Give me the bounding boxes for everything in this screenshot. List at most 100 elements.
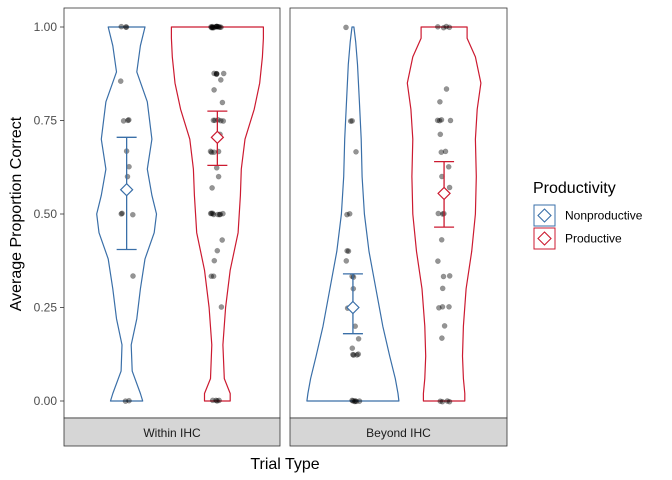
data-point bbox=[216, 211, 223, 218]
data-point bbox=[211, 70, 217, 77]
data-point bbox=[353, 148, 359, 155]
y-tick-label: 0.50 bbox=[34, 207, 58, 221]
violin-group bbox=[406, 23, 482, 405]
data-point bbox=[126, 397, 132, 404]
data-point bbox=[434, 117, 441, 124]
legend: Productivity Nonproductive Productive bbox=[533, 180, 643, 250]
data-point bbox=[354, 352, 360, 358]
data-point bbox=[349, 345, 356, 352]
data-point bbox=[446, 398, 453, 405]
data-point bbox=[118, 23, 125, 30]
data-point bbox=[355, 351, 362, 357]
data-point bbox=[349, 118, 356, 124]
panel-strip bbox=[289, 417, 508, 447]
data-point bbox=[435, 210, 442, 217]
data-point bbox=[220, 118, 227, 124]
data-point bbox=[129, 211, 136, 218]
data-point bbox=[124, 173, 131, 180]
data-point bbox=[214, 398, 220, 404]
data-point bbox=[446, 24, 453, 31]
data-point bbox=[345, 248, 352, 254]
data-point bbox=[356, 398, 363, 404]
legend-title: Productivity bbox=[533, 180, 616, 197]
data-point bbox=[213, 397, 219, 404]
data-point bbox=[436, 304, 442, 311]
data-point bbox=[215, 24, 222, 30]
x-axis-title: Trial Type bbox=[250, 456, 319, 473]
data-point bbox=[343, 24, 349, 31]
data-point bbox=[208, 149, 215, 156]
data-point bbox=[441, 323, 448, 329]
panel-strip-label: Beyond IHC bbox=[366, 426, 431, 440]
panel-2: Beyond IHC bbox=[289, 7, 508, 447]
data-point bbox=[218, 24, 224, 31]
data-point bbox=[438, 117, 445, 123]
panel-1: Within IHC bbox=[63, 7, 281, 447]
data-point bbox=[434, 23, 441, 30]
y-axis: 0.00 0.25 0.50 0.75 1.00 bbox=[34, 20, 64, 408]
violin-outline bbox=[170, 26, 264, 402]
data-point bbox=[220, 210, 226, 217]
data-point bbox=[439, 335, 445, 341]
data-point bbox=[211, 149, 217, 155]
legend-diamond-icon bbox=[537, 231, 552, 246]
violin-outline bbox=[306, 26, 400, 402]
data-point bbox=[349, 397, 355, 404]
data-point bbox=[213, 23, 220, 30]
data-point bbox=[209, 185, 215, 191]
data-point bbox=[210, 211, 217, 218]
data-point bbox=[122, 398, 129, 404]
data-point bbox=[214, 23, 220, 30]
legend-diamond-icon bbox=[537, 208, 552, 223]
data-point bbox=[350, 352, 357, 358]
data-point bbox=[210, 117, 217, 124]
data-point bbox=[208, 273, 215, 280]
data-point bbox=[351, 398, 358, 405]
data-point bbox=[209, 210, 216, 217]
data-point bbox=[447, 117, 454, 124]
data-point bbox=[438, 149, 445, 155]
data-point bbox=[436, 117, 443, 124]
data-point bbox=[437, 398, 444, 405]
panel-border bbox=[63, 7, 281, 419]
violin-outline bbox=[406, 26, 482, 402]
data-point bbox=[446, 184, 453, 191]
data-point bbox=[216, 397, 222, 404]
panels: Within IHC Beyond IHC bbox=[63, 7, 508, 447]
data-point bbox=[346, 210, 353, 217]
y-tick-label: 0.00 bbox=[34, 394, 58, 408]
data-point bbox=[352, 397, 358, 404]
legend-item: Productive bbox=[533, 227, 622, 250]
data-point bbox=[217, 117, 224, 124]
data-point bbox=[209, 397, 216, 404]
data-point bbox=[123, 24, 129, 30]
data-point bbox=[209, 23, 216, 30]
data-point bbox=[439, 398, 446, 405]
violin-group bbox=[306, 24, 400, 405]
data-point bbox=[440, 24, 447, 31]
data-point bbox=[208, 210, 215, 217]
data-point bbox=[211, 257, 218, 264]
data-point bbox=[117, 78, 124, 84]
data-point bbox=[350, 351, 356, 358]
data-point bbox=[439, 285, 446, 292]
y-tick-label: 0.25 bbox=[34, 301, 58, 315]
data-point bbox=[211, 87, 217, 93]
data-point bbox=[215, 173, 222, 180]
data-point bbox=[210, 24, 217, 31]
data-point bbox=[217, 24, 223, 31]
mean-marker bbox=[119, 182, 134, 197]
data-point bbox=[207, 210, 214, 217]
y-tick-label: 1.00 bbox=[34, 20, 58, 34]
data-point bbox=[446, 273, 453, 279]
data-point bbox=[213, 70, 220, 77]
y-axis-title: Average Proportion Correct bbox=[8, 116, 25, 311]
data-point bbox=[213, 71, 220, 78]
data-point bbox=[220, 70, 227, 77]
data-point bbox=[350, 398, 356, 404]
data-point bbox=[209, 24, 216, 31]
data-point bbox=[215, 211, 221, 218]
data-point bbox=[219, 237, 225, 243]
legend-label: Productive bbox=[565, 232, 622, 246]
